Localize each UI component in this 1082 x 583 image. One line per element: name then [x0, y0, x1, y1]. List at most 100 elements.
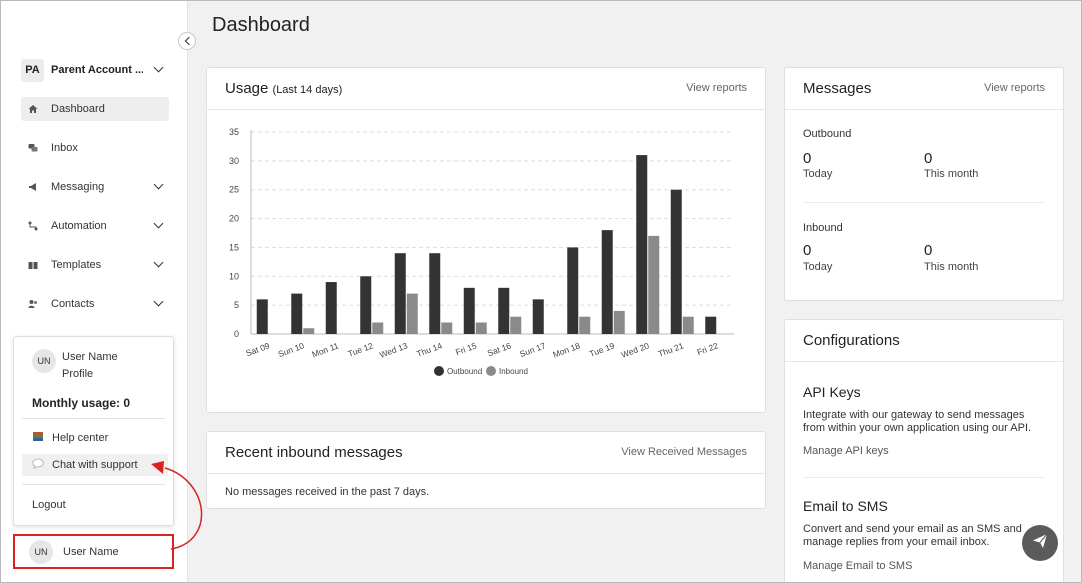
sidebar-item-label: Messaging [51, 181, 105, 193]
chat-with-support-link[interactable]: Chat with support [22, 454, 168, 476]
email-to-sms-title: Email to SMS [803, 498, 888, 514]
bar-outbound [532, 299, 544, 334]
y-tick-label: 20 [229, 214, 239, 224]
sidebar-item-dashboard[interactable]: Dashboard [21, 97, 169, 121]
send-message-button[interactable] [1022, 525, 1058, 561]
profile-link[interactable]: Profile [62, 368, 94, 380]
legend-label: Inbound [499, 367, 528, 376]
divider [803, 477, 1045, 478]
api-keys-description: Integrate with our gateway to send messa… [803, 409, 1032, 434]
y-tick-label: 10 [229, 271, 239, 281]
configurations-title: Configurations [803, 332, 900, 349]
messages-card: Messages View reports Outbound 0 Today 0… [784, 67, 1064, 301]
user-name: User Name [63, 545, 119, 558]
book-open-icon [28, 260, 38, 270]
recent-inbound-card: Recent inbound messages View Received Me… [206, 431, 766, 509]
bar-inbound [510, 316, 522, 334]
users-icon [28, 299, 38, 309]
bar-outbound [291, 293, 303, 334]
manage-email-to-sms-link[interactable]: Manage Email to SMS [803, 560, 913, 572]
user-menu-popup: UN User Name Profile Monthly usage: 0 He… [13, 336, 174, 526]
messages-title: Messages [803, 80, 872, 97]
y-tick-label: 15 [229, 242, 239, 252]
inbound-today-value: 0 [803, 242, 812, 259]
sidebar-item-label: Inbox [51, 142, 78, 154]
help-center-link[interactable]: Help center [22, 427, 168, 449]
outbound-month-value: 0 [924, 150, 933, 167]
sidebar-item-inbox[interactable]: Inbox [21, 136, 169, 160]
user-profile-link[interactable]: UN User Name Profile [32, 349, 118, 383]
sidebar-item-label: Contacts [51, 298, 95, 310]
sidebar-item-messaging[interactable]: Messaging [21, 175, 169, 199]
avatar: UN [29, 539, 53, 564]
manage-api-keys-link[interactable]: Manage API keys [803, 445, 889, 457]
bar-outbound [360, 276, 372, 334]
y-tick-label: 0 [234, 329, 239, 339]
inbound-today-label: Today [803, 261, 833, 273]
sidebar-item-contacts[interactable]: Contacts [21, 292, 169, 316]
chevron-down-icon [153, 62, 164, 73]
user-menu-button[interactable]: UN User Name [13, 534, 174, 569]
bar-inbound [613, 310, 625, 334]
sidebar-item-templates[interactable]: Templates [21, 253, 169, 277]
api-keys-title: API Keys [803, 384, 861, 400]
x-tick-label: Sat 09 [244, 340, 271, 358]
bar-inbound [372, 322, 384, 334]
bar-inbound [648, 235, 660, 334]
speech-bubble-icon [32, 458, 44, 472]
bar-outbound [670, 189, 682, 334]
bar-inbound [682, 316, 694, 334]
x-tick-label: Sun 10 [277, 340, 306, 359]
view-received-messages-link[interactable]: View Received Messages [621, 446, 747, 458]
outbound-today-label: Today [803, 168, 833, 180]
bar-outbound [601, 230, 613, 334]
configurations-card: Configurations API Keys Integrate with o… [784, 319, 1064, 582]
y-tick-label: 30 [229, 156, 239, 166]
bar-outbound [256, 299, 268, 334]
sidebar-item-label: Templates [51, 259, 102, 271]
chat-with-support-label: Chat with support [52, 459, 138, 471]
x-tick-label: Mon 18 [551, 340, 581, 359]
y-tick-label: 25 [229, 185, 239, 195]
bar-outbound [705, 316, 717, 334]
account-switcher[interactable]: PA Parent Account ... [21, 58, 169, 82]
chat-bubbles-icon [28, 143, 38, 153]
account-initials: PA [21, 58, 44, 82]
chevron-down-icon [153, 218, 164, 229]
card-header: Usage (Last 14 days) View reports [207, 68, 765, 110]
legend-swatch [486, 366, 496, 376]
collapse-sidebar-button[interactable] [178, 32, 196, 50]
usage-subtitle: (Last 14 days) [272, 84, 343, 96]
view-reports-link[interactable]: View reports [686, 82, 747, 94]
divider [22, 418, 165, 419]
x-tick-label: Thu 21 [657, 340, 686, 359]
x-tick-label: Thu 14 [415, 340, 444, 359]
bar-outbound [429, 253, 441, 334]
outbound-today-value: 0 [803, 150, 812, 167]
usage-title-text: Usage [225, 80, 269, 97]
chevron-down-icon [153, 257, 164, 268]
usage-title: Usage (Last 14 days) [225, 80, 342, 97]
chevron-left-icon [184, 36, 193, 46]
view-reports-link[interactable]: View reports [984, 82, 1045, 94]
megaphone-icon [28, 182, 38, 192]
inbound-month-value: 0 [924, 242, 933, 259]
outbound-label: Outbound [803, 128, 852, 140]
y-tick-label: 35 [229, 127, 239, 137]
x-tick-label: Fri 22 [696, 340, 720, 357]
bar-inbound [303, 328, 315, 334]
legend-label: Outbound [447, 367, 482, 376]
divider [22, 484, 165, 485]
user-name: User Name [62, 351, 118, 363]
divider [803, 202, 1045, 203]
x-tick-label: Mon 11 [310, 340, 340, 359]
logout-link[interactable]: Logout [22, 494, 168, 516]
bar-outbound [567, 247, 579, 334]
bar-inbound [475, 322, 487, 334]
empty-state-text: No messages received in the past 7 days. [225, 486, 430, 498]
x-tick-label: Fri 15 [454, 340, 478, 357]
x-tick-label: Wed 13 [378, 340, 409, 359]
sidebar-item-automation[interactable]: Automation [21, 214, 169, 238]
x-tick-label: Wed 20 [620, 340, 651, 359]
